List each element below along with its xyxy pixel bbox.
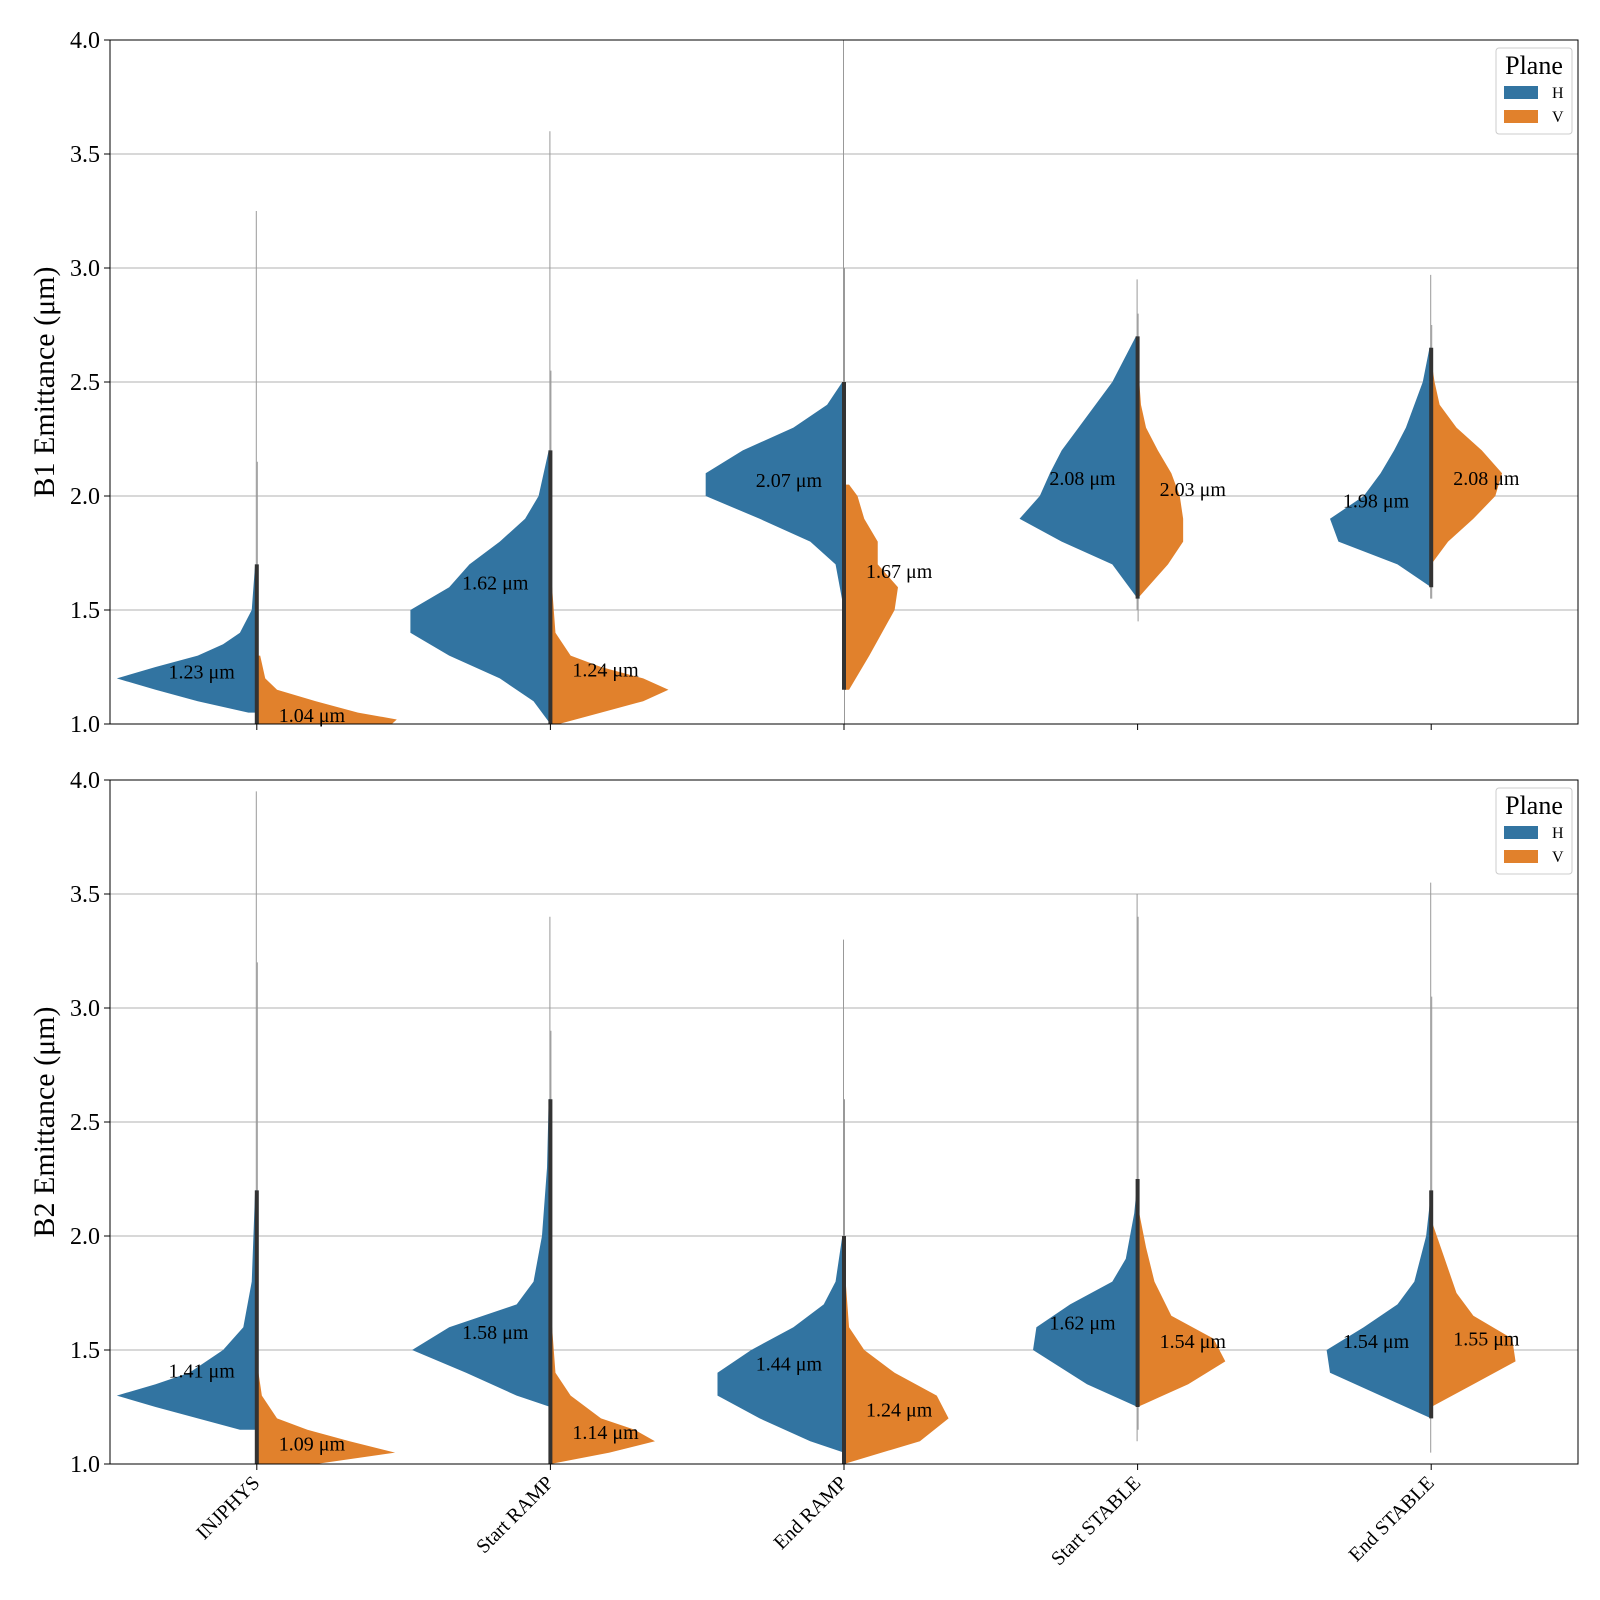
y-tick-label: 3.0 <box>70 996 100 1022</box>
y-tick-label: 4.0 <box>70 768 100 794</box>
violin-v-start-ramp-p1 <box>550 587 669 724</box>
y-tick-label: 2.5 <box>70 1110 100 1136</box>
median-label-v-injphys-p2: 1.09 μm <box>279 1433 346 1455</box>
violin-v-injphys-p2 <box>256 1372 396 1464</box>
median-label-h-end-ramp-p1: 2.07 μm <box>756 470 823 492</box>
median-label-v-injphys-p1: 1.04 μm <box>279 705 346 727</box>
violin-v-end-stable-p1 <box>1431 359 1503 565</box>
y-tick-label: 4.0 <box>70 28 100 54</box>
y-tick-label: 3.5 <box>70 142 100 168</box>
median-label-v-end-stable-p1: 2.08 μm <box>1453 468 1520 490</box>
median-label-v-start-stable-p1: 2.03 μm <box>1160 479 1227 501</box>
violin-v-start-stable-p1 <box>1137 359 1184 599</box>
median-label-h-start-stable-p1: 2.08 μm <box>1049 468 1116 490</box>
x-tick-label-end-ramp: End RAMP <box>770 1472 852 1554</box>
chart-panel-1: 1.0 1.5 2.0 2.5 3.0 3.5 4.0 B1 Emittance (μm) 1.… <box>28 28 1579 738</box>
violin-h-start-ramp-p1 <box>410 450 551 724</box>
violin-h-end-stable-p1 <box>1329 347 1432 588</box>
violin-h-start-ramp-p2 <box>412 1099 551 1407</box>
violin-v-start-stable-p2 <box>1137 1213 1226 1407</box>
x-tick-label-injphys: INJPHYS <box>192 1472 264 1544</box>
legend-swatch-h <box>1504 86 1538 99</box>
violin-v-injphys-p1 <box>256 655 397 724</box>
median-label-h-end-stable-p1: 1.98 μm <box>1343 491 1410 513</box>
median-label-v-end-stable-p2: 1.55 μm <box>1453 1329 1520 1351</box>
violin-v-start-ramp-p2 <box>550 1327 655 1464</box>
violin-h-end-ramp-p1 <box>705 382 844 610</box>
legend-label-v: V <box>1552 109 1564 126</box>
median-label-h-start-stable-p2: 1.62 μm <box>1049 1313 1116 1335</box>
legend-swatch-v <box>1504 110 1538 123</box>
median-label-h-injphys-p2: 1.41 μm <box>169 1361 236 1383</box>
median-label-v-end-ramp-p2: 1.24 μm <box>866 1399 933 1421</box>
y-tick-label: 3.5 <box>70 882 100 908</box>
violin-h-injphys-p1 <box>116 564 257 713</box>
y-tick-label: 3.0 <box>70 256 100 282</box>
median-label-h-end-ramp-p2: 1.44 μm <box>756 1354 823 1376</box>
violin-h-start-stable-p1 <box>1019 336 1138 599</box>
y-axis-label: B2 Emittance (μm) <box>28 1006 61 1237</box>
y-axis-label: B1 Emittance (μm) <box>28 266 61 497</box>
median-label-h-end-stable-p2: 1.54 μm <box>1343 1331 1410 1353</box>
violin-h-injphys-p2 <box>116 1190 257 1430</box>
y-tick-label: 2.5 <box>70 370 100 396</box>
y-tick-label: 1.0 <box>70 1452 100 1478</box>
y-tick-label: 1.0 <box>70 712 100 738</box>
legend-title: Plane <box>1505 791 1563 820</box>
legend-swatch-v <box>1504 850 1538 863</box>
violin-h-end-stable-p2 <box>1326 1190 1432 1419</box>
y-tick-label: 2.0 <box>70 1224 100 1250</box>
median-label-h-start-ramp-p2: 1.58 μm <box>462 1322 529 1344</box>
median-label-v-start-ramp-p2: 1.14 μm <box>572 1422 639 1444</box>
legend-label-v: V <box>1552 849 1564 866</box>
violin-h-start-stable-p2 <box>1033 1179 1138 1407</box>
legend-title: Plane <box>1505 51 1563 80</box>
legend: Plane HV <box>1495 47 1573 135</box>
legend-label-h: H <box>1552 85 1564 102</box>
y-tick-label: 1.5 <box>70 1338 100 1364</box>
violin-v-end-ramp-p1 <box>844 484 898 690</box>
median-label-h-injphys-p1: 1.23 μm <box>169 662 236 684</box>
violin-v-end-stable-p2 <box>1431 1224 1516 1407</box>
median-label-h-start-ramp-p1: 1.62 μm <box>462 573 529 595</box>
violin-h-end-ramp-p2 <box>717 1236 844 1453</box>
legend: Plane HV <box>1495 787 1573 875</box>
y-tick-label: 1.5 <box>70 598 100 624</box>
legend-label-h: H <box>1552 825 1564 842</box>
median-label-v-start-stable-p2: 1.54 μm <box>1160 1331 1227 1353</box>
violin-v-end-ramp-p2 <box>844 1281 949 1464</box>
median-label-v-start-ramp-p1: 1.24 μm <box>572 659 639 681</box>
median-label-v-end-ramp-p1: 1.67 μm <box>866 561 933 583</box>
chart-panel-2: 1.0 1.5 2.0 2.5 3.0 3.5 4.0 B2 Emittance (μm) 1.… <box>28 768 1579 1570</box>
y-tick-label: 2.0 <box>70 484 100 510</box>
legend-swatch-h <box>1504 826 1538 839</box>
x-tick-label-start-stable: Start STABLE <box>1047 1472 1145 1570</box>
x-tick-label-start-ramp: Start RAMP <box>472 1472 558 1558</box>
x-tick-label-end-stable: End STABLE <box>1345 1472 1439 1566</box>
